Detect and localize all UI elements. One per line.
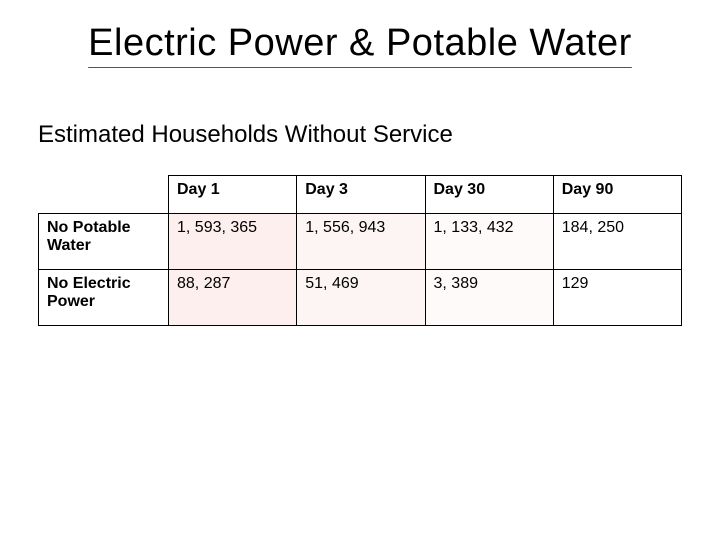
cell: 1, 133, 432: [425, 214, 553, 270]
cell: 1, 593, 365: [169, 214, 297, 270]
table-header-row: Day 1 Day 3 Day 30 Day 90: [39, 176, 682, 214]
households-table: Day 1 Day 3 Day 30 Day 90 No Potable Wat…: [38, 175, 682, 326]
cell: 1, 556, 943: [297, 214, 425, 270]
cell: 129: [553, 270, 681, 326]
slide: { "title": "Electric Power & Potable Wat…: [0, 0, 720, 540]
row-label-no-potable-water: No Potable Water: [39, 214, 169, 270]
table-corner-cell: [39, 176, 169, 214]
slide-subtitle: Estimated Households Without Service: [38, 121, 720, 149]
cell: 3, 389: [425, 270, 553, 326]
col-header-day30: Day 30: [425, 176, 553, 214]
cell: 184, 250: [553, 214, 681, 270]
slide-title: Electric Power & Potable Water: [0, 0, 720, 65]
table-row: No Potable Water 1, 593, 365 1, 556, 943…: [39, 214, 682, 270]
col-header-day3: Day 3: [297, 176, 425, 214]
table-row: No Electric Power 88, 287 51, 469 3, 389…: [39, 270, 682, 326]
cell: 51, 469: [297, 270, 425, 326]
cell: 88, 287: [169, 270, 297, 326]
row-label-no-electric-power: No Electric Power: [39, 270, 169, 326]
col-header-day1: Day 1: [169, 176, 297, 214]
col-header-day90: Day 90: [553, 176, 681, 214]
